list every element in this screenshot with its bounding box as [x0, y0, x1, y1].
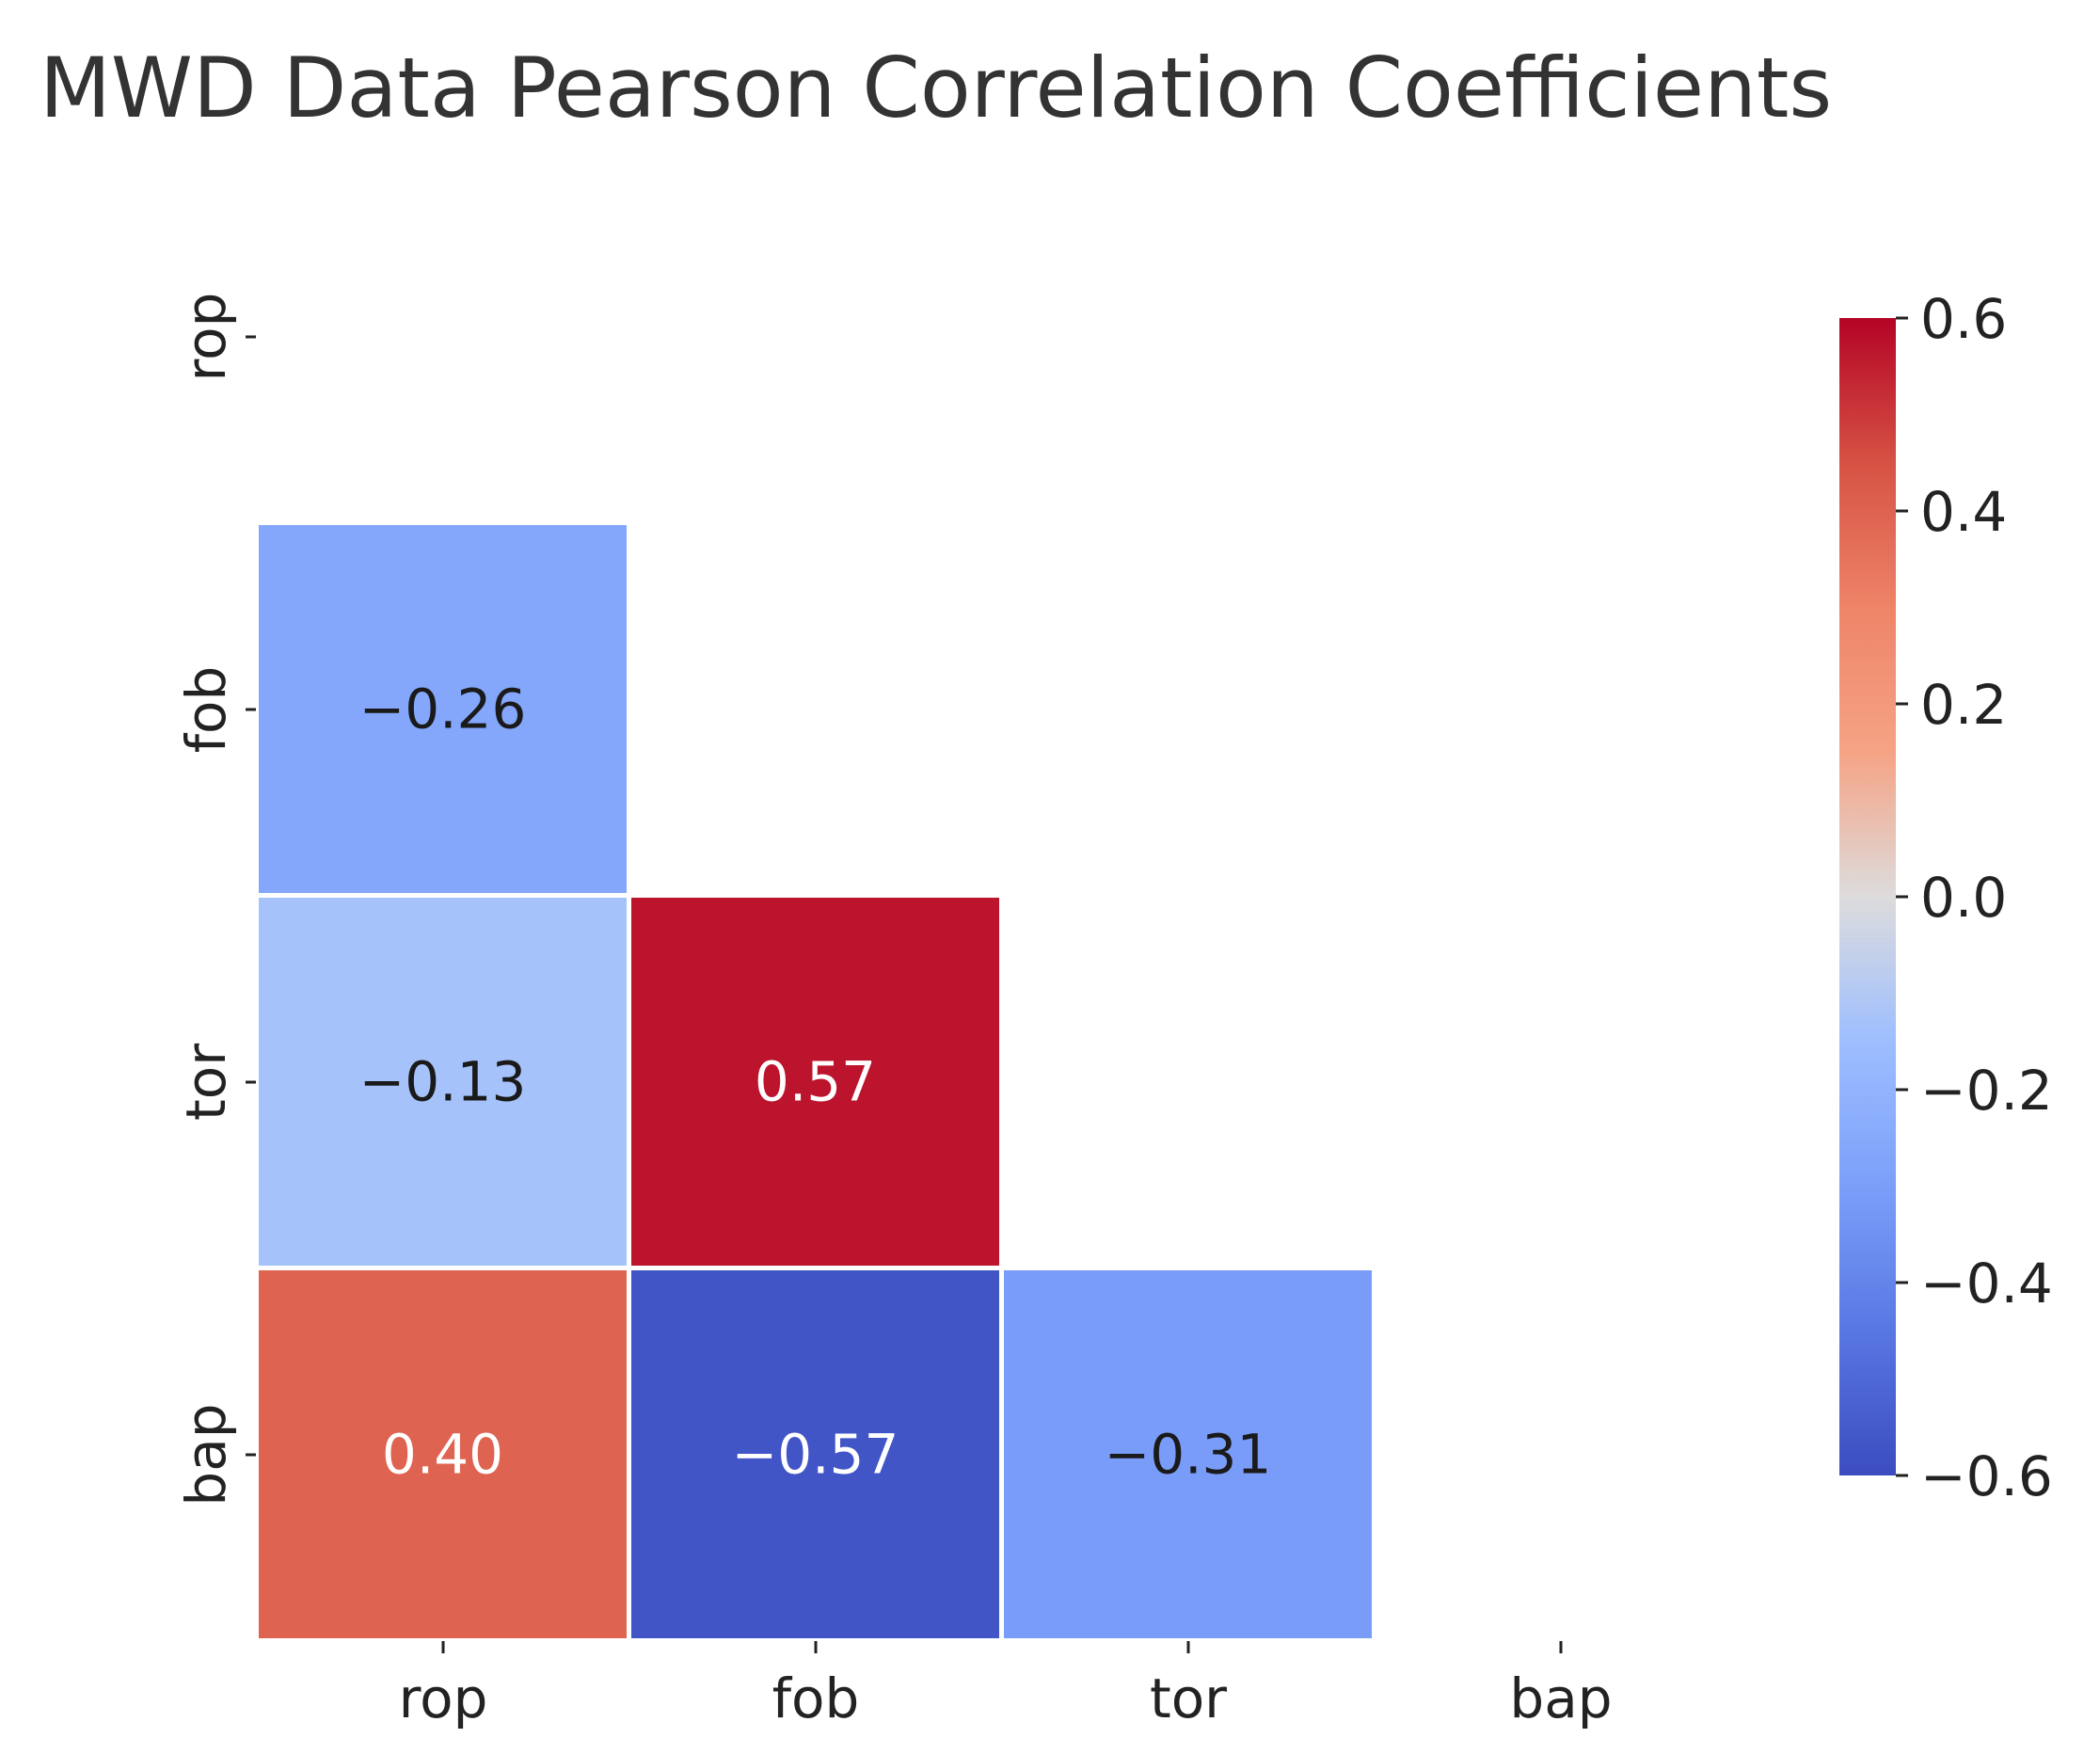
y-tick-label-bap: bap	[174, 1403, 238, 1506]
x-tick-label-tor: tor	[1150, 1666, 1227, 1730]
x-tick-label-fob: fob	[772, 1666, 860, 1730]
heatmap-cell-bap-rop	[259, 1270, 627, 1638]
cell-value-label: −0.31	[1105, 1423, 1272, 1487]
heatmap-cells: −0.26 −0.13 0.57 0.40 −0.57 −0.31	[259, 525, 1372, 1638]
colorbar-tick-label: 0.2	[1920, 673, 2007, 737]
chart-title: MWD Data Pearson Correlation Coefficient…	[40, 40, 1832, 136]
heatmap-axes: rop fob tor bap rop fob tor bap	[174, 293, 1613, 1730]
y-tick-label-tor: tor	[174, 1044, 238, 1121]
heatmap-cell-bap-tor	[1004, 1270, 1372, 1638]
x-tick-label-rop: rop	[399, 1666, 488, 1730]
colorbar-gradient	[1839, 318, 1896, 1475]
heatmap-cell-fob-rop	[259, 525, 627, 893]
colorbar-tick-label: 0.4	[1920, 480, 2007, 544]
y-tick-label-rop: rop	[174, 293, 238, 382]
cell-value-label: −0.13	[359, 1050, 527, 1114]
heatmap-cell-tor-rop	[259, 898, 627, 1266]
cell-value-label: 0.57	[755, 1050, 876, 1114]
colorbar-tick-label: 0.6	[1920, 287, 2007, 351]
cell-value-label: −0.57	[732, 1423, 899, 1487]
heatmap-cell-bap-fob	[631, 1270, 999, 1638]
colorbar-tick-label: −0.6	[1920, 1444, 2053, 1508]
cell-value-label: −0.26	[359, 678, 527, 741]
colorbar-tick-label: −0.4	[1920, 1252, 2053, 1316]
heatmap-cell-tor-fob	[631, 898, 999, 1266]
x-tick-label-bap: bap	[1509, 1666, 1612, 1730]
colorbar: 0.6 0.4 0.2 0.0 −0.2 −0.4 −0.6	[1839, 287, 2053, 1508]
cell-value-label: 0.40	[382, 1423, 503, 1487]
colorbar-tick-label: −0.2	[1920, 1059, 2053, 1123]
colorbar-tick-label: 0.0	[1920, 866, 2007, 930]
y-tick-label-fob: fob	[174, 666, 238, 754]
